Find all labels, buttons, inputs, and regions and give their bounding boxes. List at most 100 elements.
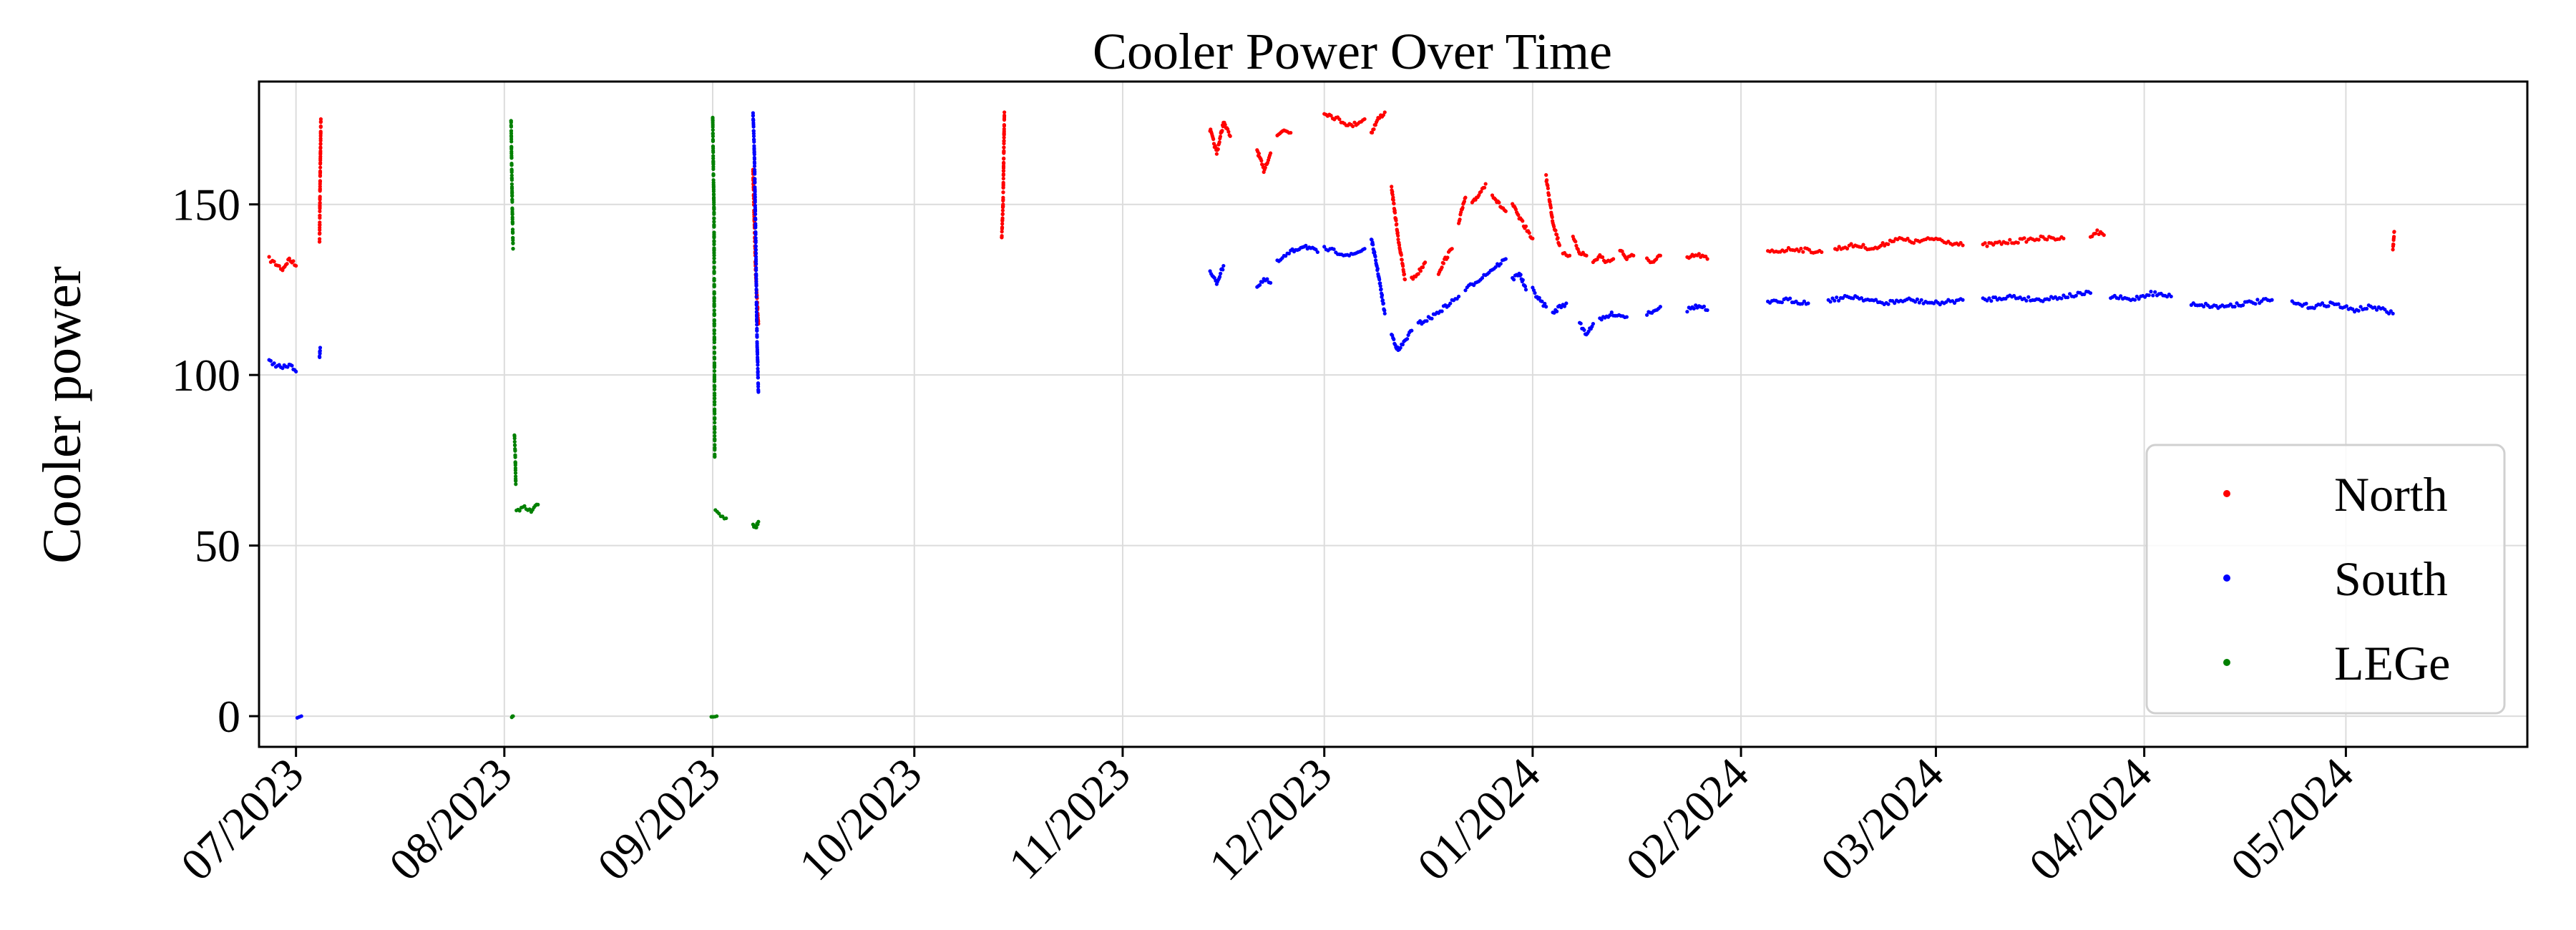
data-point	[756, 373, 760, 377]
data-point	[712, 291, 716, 295]
data-point	[755, 323, 759, 327]
data-point	[2062, 236, 2066, 240]
data-point	[2351, 307, 2355, 311]
data-point	[1802, 299, 1806, 303]
data-point	[513, 448, 517, 453]
data-point	[1373, 255, 1377, 259]
data-point	[1518, 273, 1523, 277]
data-point	[712, 242, 716, 247]
data-point	[1002, 156, 1006, 160]
data-point	[756, 390, 761, 394]
data-point	[1553, 228, 1558, 232]
data-point	[2008, 238, 2012, 242]
data-point	[509, 120, 513, 124]
data-point	[1556, 236, 1560, 240]
data-point	[753, 239, 758, 243]
data-point	[285, 262, 289, 266]
data-point	[712, 212, 716, 216]
data-point	[2320, 301, 2325, 305]
data-point	[277, 264, 281, 268]
data-point	[1380, 293, 1385, 298]
data-point	[1531, 236, 1535, 240]
data-point	[513, 443, 517, 448]
plot-area	[267, 110, 2396, 720]
data-point	[318, 169, 323, 173]
data-point	[2074, 293, 2078, 298]
data-point	[511, 238, 515, 243]
data-point	[511, 247, 515, 251]
data-point	[1493, 265, 1498, 269]
data-point	[712, 319, 716, 323]
data-point	[1381, 301, 1385, 305]
data-point	[1584, 253, 1589, 258]
data-point	[712, 351, 717, 356]
data-point	[756, 363, 760, 367]
data-point	[318, 149, 323, 153]
data-point	[1859, 296, 1863, 300]
data-point	[1440, 265, 1444, 270]
data-point	[1611, 257, 1616, 261]
data-point	[711, 134, 716, 139]
data-point	[713, 411, 717, 416]
y-tick-label: 50	[195, 521, 240, 572]
data-point	[510, 222, 515, 226]
data-point	[1395, 230, 1400, 235]
data-point	[1397, 243, 1402, 248]
data-point	[1915, 297, 1919, 301]
data-point	[756, 519, 761, 524]
x-tick-label: 02/2024	[1616, 748, 1758, 891]
data-point	[1379, 287, 1383, 291]
data-point	[2336, 302, 2341, 306]
data-point	[1579, 321, 1583, 326]
data-point	[1462, 200, 1466, 204]
data-point	[1624, 315, 1629, 319]
data-point	[511, 714, 515, 718]
data-point	[711, 139, 716, 143]
data-point	[1919, 298, 1923, 302]
data-point	[1399, 253, 1403, 257]
data-point	[753, 248, 758, 252]
data-point	[713, 448, 717, 452]
data-point	[1217, 140, 1221, 145]
data-point	[1420, 265, 1425, 270]
data-point	[1917, 300, 1921, 305]
data-point	[510, 212, 514, 216]
data-point	[2391, 243, 2396, 247]
data-point	[756, 366, 760, 371]
data-point	[1608, 313, 1612, 318]
data-point	[753, 217, 758, 222]
data-point	[711, 150, 716, 155]
data-point	[509, 145, 514, 150]
data-point	[1828, 300, 1833, 304]
data-point	[1000, 230, 1004, 234]
data-point	[1220, 129, 1224, 133]
data-point	[318, 160, 323, 165]
data-point	[1329, 114, 1333, 118]
data-point	[1545, 178, 1549, 182]
data-point	[1001, 190, 1005, 195]
data-point	[1378, 284, 1382, 288]
data-point	[509, 169, 514, 173]
data-point	[272, 361, 276, 366]
data-point	[753, 209, 758, 213]
data-point	[1000, 212, 1005, 216]
data-point	[1845, 246, 1850, 251]
data-point	[1997, 240, 2001, 244]
data-point	[1441, 261, 1445, 265]
data-point	[1835, 248, 1839, 252]
data-point	[1523, 224, 1528, 228]
data-point	[2375, 308, 2379, 312]
data-point	[1352, 120, 1357, 124]
data-point	[1547, 193, 1551, 197]
data-point	[514, 479, 518, 484]
data-point	[1961, 243, 1965, 248]
data-point	[1801, 250, 1805, 254]
data-point	[712, 265, 716, 269]
data-point	[754, 290, 758, 295]
data-point	[711, 192, 716, 197]
data-point	[1512, 278, 1516, 282]
data-point	[2373, 305, 2377, 310]
data-point	[318, 209, 322, 213]
data-point	[1880, 241, 1885, 245]
data-point	[2012, 293, 2016, 298]
